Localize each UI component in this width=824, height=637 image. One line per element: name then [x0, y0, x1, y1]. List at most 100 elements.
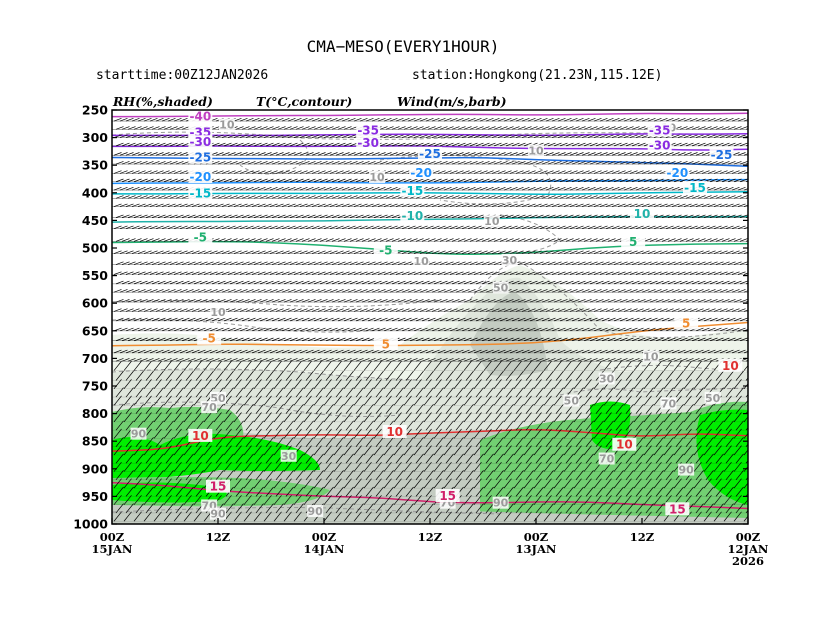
wind-barb — [333, 445, 342, 456]
wind-barb — [719, 327, 728, 332]
wind-barb — [281, 203, 290, 207]
wind-barb — [553, 238, 562, 242]
wind-barb — [155, 289, 164, 293]
wind-barb — [307, 178, 316, 183]
wind-barb — [613, 495, 622, 505]
wind-barb — [665, 327, 674, 332]
wind-barb — [535, 280, 544, 285]
wind-barb — [287, 186, 296, 191]
wind-barb — [721, 337, 730, 342]
wind-barb — [235, 142, 244, 147]
wind-barb — [673, 238, 682, 242]
wind-barb — [401, 134, 410, 138]
wind-barb — [495, 437, 504, 447]
wind-barb — [123, 478, 132, 489]
wind-barb — [629, 170, 638, 174]
wind-barb — [679, 280, 688, 285]
wind-barb — [665, 387, 674, 398]
wind-barb — [565, 337, 574, 342]
wind-barb — [263, 349, 272, 354]
wind-barb — [319, 299, 328, 303]
wind-barb — [615, 453, 624, 464]
wind-barb — [299, 308, 308, 312]
wind-barb — [125, 117, 134, 122]
wind-barb — [325, 238, 334, 242]
rh-label-bg — [598, 372, 615, 385]
wind-barb — [565, 161, 574, 165]
wind-barb — [341, 289, 350, 293]
wind-barb — [665, 486, 674, 497]
wind-barb — [467, 349, 476, 354]
wind-barb — [665, 203, 674, 207]
wind-barb — [691, 214, 700, 218]
wind-barb — [587, 134, 596, 138]
wind-barb — [583, 358, 592, 362]
wind-barb — [211, 195, 220, 199]
wind-barb — [525, 370, 534, 381]
wind-barb — [277, 261, 286, 265]
wind-barb — [203, 360, 212, 371]
wind-barb — [181, 195, 190, 199]
wind-barb — [445, 337, 454, 342]
wind-barb — [497, 203, 506, 207]
wind-barb — [431, 170, 440, 174]
wind-barb — [233, 186, 242, 191]
wind-barb — [319, 261, 328, 265]
wind-barb — [437, 225, 446, 230]
wind-barb — [343, 360, 352, 371]
wind-barb — [371, 308, 380, 312]
temperature-contour-label: 15 — [439, 489, 456, 503]
wind-barb — [305, 453, 314, 464]
wind-barb — [193, 317, 202, 322]
wind-barb — [305, 349, 314, 354]
wind-barb — [195, 453, 204, 464]
wind-barb — [523, 445, 532, 456]
wind-barb — [385, 358, 394, 362]
wind-barb — [613, 478, 622, 489]
wind-barb — [727, 214, 736, 218]
wind-barb — [253, 238, 262, 242]
wind-barb — [455, 289, 464, 293]
wind-barb — [187, 280, 196, 285]
wind-barb — [265, 317, 274, 322]
wind-barb — [311, 225, 320, 230]
wind-barb — [269, 170, 278, 174]
wind-barb — [671, 271, 680, 275]
wind-barb — [241, 317, 250, 322]
wind-barb — [253, 261, 262, 265]
wind-barb — [161, 327, 170, 332]
wind-barb — [187, 299, 196, 303]
wind-barb — [245, 453, 254, 464]
rh-label-bg — [492, 281, 509, 294]
wind-barb — [535, 238, 544, 242]
wind-barb — [647, 327, 656, 332]
wind-barb — [191, 271, 200, 275]
wind-barb — [705, 437, 714, 447]
wind-barb — [575, 225, 584, 230]
wind-barb — [191, 308, 200, 312]
wind-barb — [173, 289, 182, 293]
x-tick-label: 12Z — [418, 530, 442, 544]
wind-barb — [403, 511, 412, 522]
rh-contour-label: 10 — [219, 119, 235, 132]
wind-barb — [625, 337, 634, 342]
wind-barb — [293, 360, 302, 371]
wind-barb — [555, 453, 564, 464]
wind-barb — [703, 511, 712, 522]
wind-barb — [325, 195, 334, 199]
wind-barb — [425, 203, 434, 207]
wind-barb — [491, 349, 500, 354]
wind-barb — [617, 170, 626, 174]
wind-barb — [295, 238, 304, 242]
wind-barb — [305, 327, 314, 332]
wind-barb — [487, 358, 496, 362]
wind-barb — [457, 161, 466, 165]
wind-barb — [513, 395, 522, 406]
wind-barb — [331, 126, 340, 130]
wind-barb — [393, 461, 402, 472]
wind-barb — [373, 214, 382, 218]
temperature-label-bg — [206, 479, 230, 493]
wind-barb — [491, 117, 500, 122]
wind-barb — [473, 511, 482, 522]
wind-barb — [573, 511, 582, 522]
